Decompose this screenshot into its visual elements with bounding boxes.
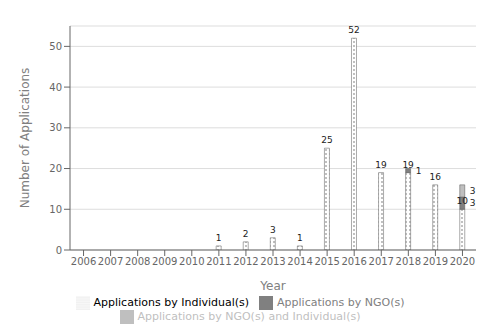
svg-text:19: 19 xyxy=(402,160,414,170)
svg-text:3: 3 xyxy=(470,186,476,196)
svg-text:0: 0 xyxy=(56,245,62,256)
svg-text:2012: 2012 xyxy=(233,256,258,267)
svg-text:10: 10 xyxy=(49,204,62,215)
svg-text:3: 3 xyxy=(470,198,476,208)
svg-text:40: 40 xyxy=(49,82,62,93)
svg-text:2006: 2006 xyxy=(71,256,96,267)
svg-text:20: 20 xyxy=(49,163,62,174)
svg-text:2008: 2008 xyxy=(125,256,150,267)
svg-text:2020: 2020 xyxy=(450,256,475,267)
svg-text:2011: 2011 xyxy=(206,256,231,267)
svg-text:10: 10 xyxy=(457,196,469,206)
svg-text:2016: 2016 xyxy=(341,256,366,267)
svg-text:52: 52 xyxy=(348,25,359,35)
svg-text:19: 19 xyxy=(375,160,387,170)
svg-text:Year: Year xyxy=(259,279,285,293)
svg-text:2017: 2017 xyxy=(369,256,394,267)
svg-text:30: 30 xyxy=(49,122,62,133)
svg-text:2: 2 xyxy=(243,229,249,239)
svg-text:1: 1 xyxy=(416,166,422,176)
svg-text:2014: 2014 xyxy=(287,256,312,267)
svg-text:16: 16 xyxy=(429,172,441,182)
svg-text:2009: 2009 xyxy=(152,256,177,267)
svg-text:2007: 2007 xyxy=(98,256,123,267)
svg-text:1: 1 xyxy=(216,233,222,243)
svg-text:2010: 2010 xyxy=(179,256,204,267)
svg-text:3: 3 xyxy=(270,225,276,235)
svg-text:2013: 2013 xyxy=(260,256,285,267)
html-text:Applications by NGO(s) and Ind: Applications by NGO(s) and Individual(s) xyxy=(137,310,361,323)
html-text:Applications by NGO(s): Applications by NGO(s) xyxy=(277,296,405,309)
svg-text:2019: 2019 xyxy=(423,256,448,267)
svg-text:25: 25 xyxy=(321,135,332,145)
svg-text:50: 50 xyxy=(49,41,62,52)
html-text:Applications by Individual(s): Applications by Individual(s) xyxy=(93,296,250,309)
svg-text:1: 1 xyxy=(297,233,303,243)
svg-text:2015: 2015 xyxy=(314,256,339,267)
svg-text:2018: 2018 xyxy=(396,256,421,267)
svg-text:Number of Applications: Number of Applications xyxy=(18,68,32,209)
